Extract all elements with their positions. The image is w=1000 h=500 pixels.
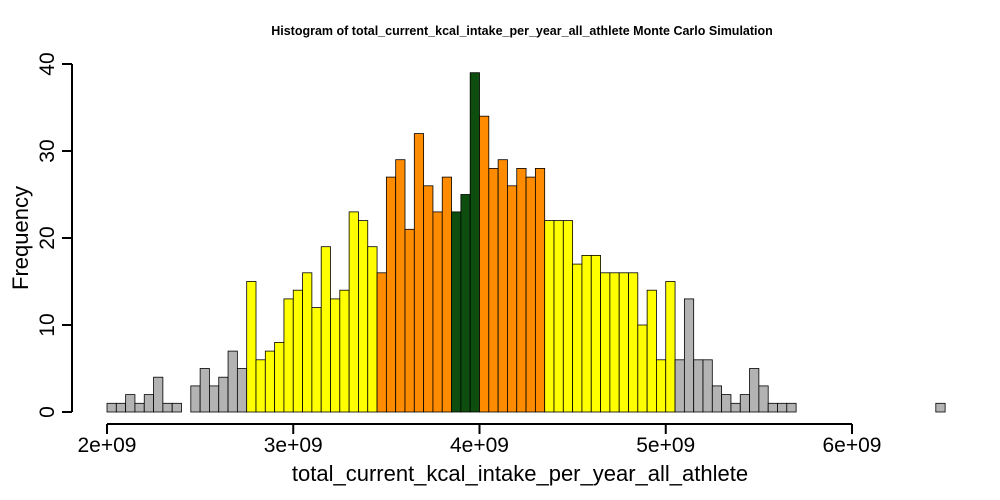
histogram-bar xyxy=(283,298,294,413)
y-tick-label: 0 xyxy=(36,406,59,418)
chart-title: Histogram of total_current_kcal_intake_p… xyxy=(271,24,773,38)
histogram-bar xyxy=(246,281,257,413)
x-tick-label: 3e+09 xyxy=(264,434,323,457)
y-axis-label: Frequency xyxy=(8,186,33,290)
x-tick-label: 5e+09 xyxy=(636,434,695,457)
y-axis: 0 10 20 30 40 xyxy=(36,52,73,418)
histogram-bar xyxy=(544,220,555,413)
histogram-bar xyxy=(432,211,443,413)
y-tick-label: 40 xyxy=(36,52,59,75)
histogram-bar xyxy=(367,246,378,413)
histogram-bar xyxy=(255,359,266,413)
histogram-bar xyxy=(115,402,127,413)
histogram-bar xyxy=(330,298,341,413)
histogram-bar xyxy=(227,350,238,413)
histogram-bar xyxy=(600,272,611,413)
histogram-bar xyxy=(767,402,778,413)
x-tick-label: 6e+09 xyxy=(823,434,882,457)
histogram-bar xyxy=(656,359,667,413)
histogram-bar xyxy=(292,289,303,413)
histogram-bar xyxy=(264,350,276,413)
histogram-bar xyxy=(488,167,499,413)
histogram-bar xyxy=(590,254,601,413)
y-tick-label: 30 xyxy=(36,139,59,162)
histogram-bar xyxy=(441,176,452,413)
histogram-bar xyxy=(628,272,639,413)
histogram-bar xyxy=(758,385,769,413)
histogram-bar xyxy=(525,176,536,413)
histogram-bar xyxy=(646,289,657,413)
histogram-bar xyxy=(479,115,490,413)
histogram-bar xyxy=(236,368,248,413)
histogram-bar xyxy=(385,176,397,413)
histogram-bar xyxy=(665,281,676,413)
histogram-bar xyxy=(693,359,704,413)
histogram-bar xyxy=(106,402,117,413)
histogram-bar xyxy=(153,376,164,413)
histogram-bar xyxy=(581,254,592,413)
histogram-bar xyxy=(423,185,434,413)
x-axis: 2e+09 3e+09 4e+09 5e+09 6e+09 xyxy=(78,423,882,457)
y-tick-label: 10 xyxy=(36,313,59,336)
histogram-bar xyxy=(348,211,359,413)
x-tick-label: 2e+09 xyxy=(78,434,137,457)
bars-group xyxy=(106,72,946,413)
histogram-bar xyxy=(209,385,220,413)
histogram-bar xyxy=(553,220,564,413)
histogram-bar xyxy=(674,359,685,413)
histogram-bar xyxy=(395,159,406,413)
histogram-bar xyxy=(199,368,210,413)
histogram-bar xyxy=(777,402,788,413)
x-tick-label: 4e+09 xyxy=(450,434,509,457)
histogram-bar xyxy=(311,307,322,413)
histogram-bar xyxy=(618,272,629,413)
x-axis-label: total_current_kcal_intake_per_year_all_a… xyxy=(292,461,748,486)
histogram-bar xyxy=(190,385,201,413)
histogram-bar xyxy=(516,167,527,413)
histogram-bar xyxy=(358,220,369,413)
histogram-bar xyxy=(497,159,508,413)
histogram-bar xyxy=(143,394,154,413)
histogram-bar xyxy=(162,402,173,413)
histogram-bar xyxy=(171,402,182,413)
histogram-bar xyxy=(507,185,518,413)
histogram-bar xyxy=(218,376,229,413)
histogram-bar xyxy=(376,272,387,413)
histogram-bar xyxy=(134,402,145,413)
histogram-bar xyxy=(572,263,583,413)
histogram-bar xyxy=(274,341,285,413)
histogram-bar xyxy=(721,394,732,413)
histogram-bar xyxy=(935,402,946,413)
histogram-bar xyxy=(730,402,741,413)
histogram-bar xyxy=(711,385,723,413)
histogram-bar xyxy=(562,220,574,413)
histogram-bar xyxy=(637,324,648,413)
histogram-bar xyxy=(609,272,620,413)
histogram-bar xyxy=(534,167,546,413)
histogram-bar xyxy=(786,402,797,413)
histogram-bar xyxy=(125,394,136,413)
histogram-bar xyxy=(469,72,480,413)
histogram-bar xyxy=(404,228,415,413)
y-tick-label: 20 xyxy=(36,226,59,249)
histogram-bar xyxy=(460,194,471,413)
histogram-bar xyxy=(339,289,350,413)
histogram-bar xyxy=(702,359,713,413)
histogram-bar xyxy=(739,394,750,413)
histogram-bar xyxy=(749,368,760,413)
histogram-bar xyxy=(320,246,331,413)
histogram-bar xyxy=(302,272,313,413)
histogram-bar xyxy=(413,133,425,413)
histogram-bar xyxy=(451,211,462,413)
histogram-bar xyxy=(683,298,695,413)
